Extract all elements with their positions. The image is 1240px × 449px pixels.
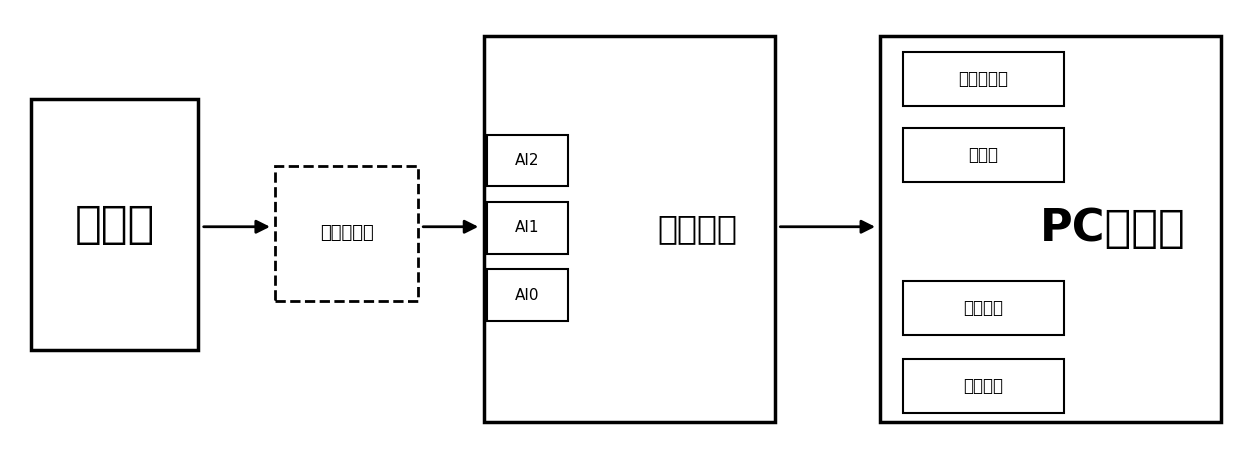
FancyBboxPatch shape (487, 135, 568, 186)
FancyBboxPatch shape (31, 99, 198, 350)
Text: 分析程序: 分析程序 (963, 299, 1003, 317)
Text: 无线网卡: 无线网卡 (963, 377, 1003, 395)
FancyBboxPatch shape (903, 128, 1064, 182)
Text: 主承轴: 主承轴 (74, 203, 155, 246)
FancyBboxPatch shape (903, 359, 1064, 413)
FancyBboxPatch shape (484, 36, 775, 422)
Text: AI2: AI2 (516, 153, 539, 168)
FancyBboxPatch shape (880, 36, 1221, 422)
Text: 数据存储器: 数据存储器 (959, 70, 1008, 88)
Text: AI1: AI1 (516, 220, 539, 235)
FancyBboxPatch shape (903, 52, 1064, 106)
FancyBboxPatch shape (903, 281, 1064, 335)
Text: 温度传感器: 温度传感器 (320, 224, 373, 242)
Text: 显示器: 显示器 (968, 146, 998, 164)
FancyBboxPatch shape (487, 202, 568, 254)
FancyBboxPatch shape (275, 166, 418, 301)
Text: PC便携机: PC便携机 (1040, 207, 1185, 251)
Text: AI0: AI0 (516, 288, 539, 303)
Text: 采集设备: 采集设备 (657, 212, 738, 246)
FancyBboxPatch shape (487, 269, 568, 321)
